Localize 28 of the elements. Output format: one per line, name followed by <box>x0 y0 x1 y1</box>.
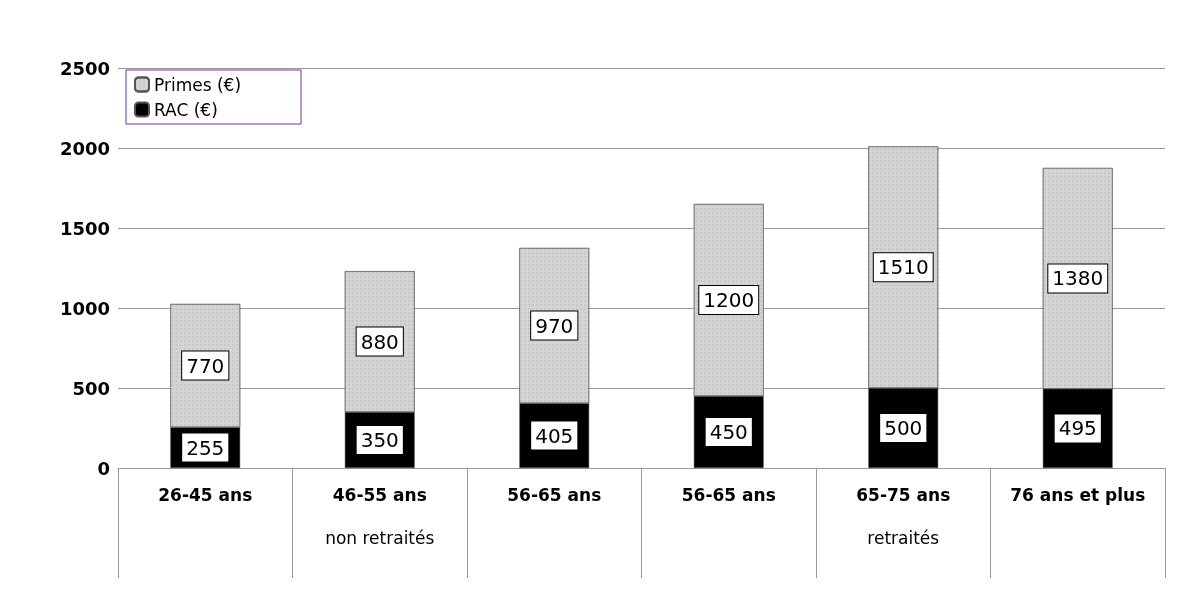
data-label: 350 <box>360 428 399 452</box>
x-tick-label: 65-75 ans <box>856 484 951 505</box>
data-label: 1200 <box>703 288 755 312</box>
text: retraités <box>867 528 940 548</box>
data-label: 880 <box>360 329 399 354</box>
data-label: 500 <box>884 416 923 440</box>
data-label: 1380 <box>1052 266 1104 291</box>
x-tick-label: 56-65 ans <box>681 484 776 505</box>
text: non retraités <box>325 528 435 548</box>
x-tick-label: 46-55 ans <box>332 484 427 505</box>
x-tick-label: 76 ans et plus <box>1010 484 1146 505</box>
y-tick-label: 1000 <box>59 297 110 319</box>
y-tick-label: 2000 <box>59 137 110 159</box>
data-label: 970 <box>535 313 574 338</box>
x-tick-label: 26-45 ans <box>158 484 253 505</box>
legend-label: Primes (€) <box>154 74 242 95</box>
data-label: 450 <box>709 420 748 444</box>
data-label: 495 <box>1058 416 1097 441</box>
legend-label: RAC (€) <box>154 99 218 120</box>
data-label: 255 <box>186 435 225 460</box>
x-tick-label: 56-65 ans <box>507 484 602 505</box>
y-tick-label: 1500 <box>59 217 110 239</box>
y-tick-label: 0 <box>97 457 110 479</box>
data-label: 1510 <box>877 255 929 280</box>
data-label: 405 <box>535 423 574 448</box>
y-tick-label: 2500 <box>59 57 110 79</box>
y-tick-label: 500 <box>72 377 110 399</box>
data-label: 770 <box>186 353 225 378</box>
